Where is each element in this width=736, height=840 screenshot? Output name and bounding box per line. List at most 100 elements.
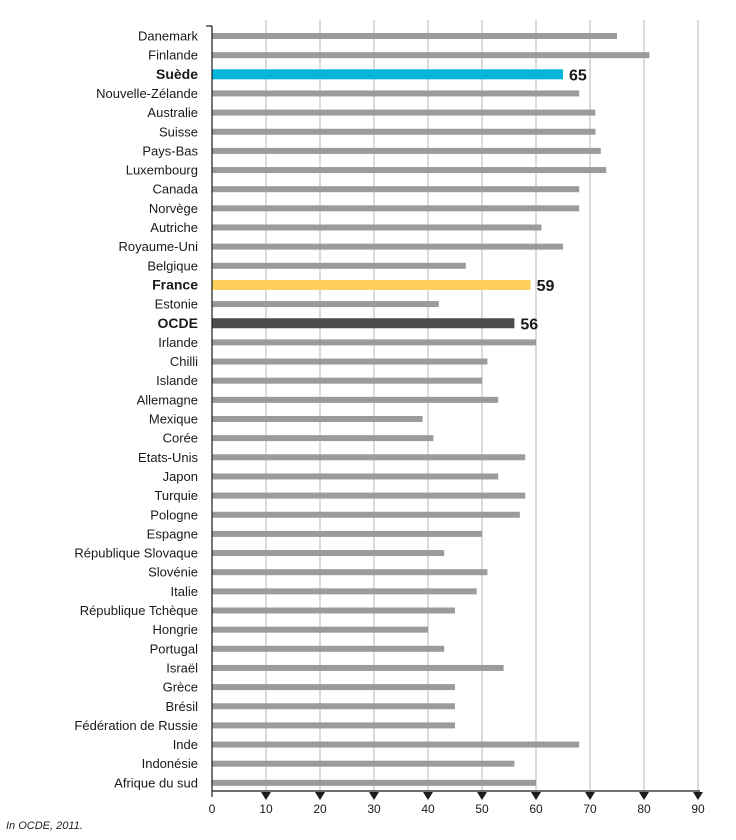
bar-estonie	[212, 301, 439, 308]
tick-label-50: 50	[475, 802, 489, 816]
tick-marker-40	[423, 792, 433, 800]
tick-label-40: 40	[421, 802, 435, 816]
category-label-france: France	[152, 276, 198, 292]
category-label-coree: Corée	[163, 431, 198, 446]
bar-mexique	[212, 416, 423, 422]
bar-japon	[212, 473, 499, 480]
bars	[212, 33, 650, 786]
bar-suisse	[212, 128, 596, 135]
bar-norvege	[212, 205, 580, 212]
category-label-mexique: Mexique	[149, 412, 198, 427]
bar-islande	[212, 377, 482, 384]
bar-luxembourg	[212, 167, 607, 174]
bar-canada	[212, 186, 580, 193]
bar-israel	[212, 664, 504, 671]
value-labels: 65 59 56	[520, 67, 586, 333]
category-label-danemark: Danemark	[138, 29, 198, 44]
bar-afrique-du-sud	[212, 779, 536, 786]
category-label-espagne: Espagne	[147, 526, 198, 541]
tick-marker-90	[693, 792, 703, 800]
value-label-suede: 65	[569, 67, 587, 84]
axes	[206, 25, 700, 797]
tick-label-90: 90	[691, 802, 705, 816]
tick-marker-50	[477, 792, 487, 800]
category-label-suisse: Suisse	[159, 124, 198, 139]
bar-royaume-uni	[212, 243, 563, 250]
category-label-indonesie: Indonésie	[142, 756, 198, 771]
category-label-ocde: OCDE	[158, 315, 198, 331]
category-label-allemagne: Allemagne	[137, 392, 198, 407]
category-label-canada: Canada	[152, 182, 198, 197]
tick-label-70: 70	[583, 802, 597, 816]
bar-inde	[212, 741, 580, 748]
category-label-autriche: Autriche	[150, 220, 198, 235]
category-labels: Danemark Finlande Suède Nouvelle-Zélande Aus…	[74, 29, 198, 791]
category-label-portugal: Portugal	[150, 641, 199, 656]
bar-suede	[212, 69, 563, 80]
tick-marker-10	[261, 792, 271, 800]
category-label-belgique: Belgique	[147, 258, 198, 273]
tick-label-80: 80	[637, 802, 651, 816]
category-label-royaume-uni: Royaume-Uni	[119, 239, 199, 254]
grid-lines	[265, 20, 699, 791]
bar-indonesie	[212, 760, 515, 767]
category-label-suede: Suède	[156, 66, 198, 82]
bar-grece	[212, 684, 455, 691]
category-label-grece: Grèce	[163, 680, 198, 695]
tick-marker-20	[315, 792, 325, 800]
bar-belgique	[212, 262, 466, 269]
bar-france	[212, 279, 531, 290]
category-label-pays-bas: Pays-Bas	[142, 143, 198, 158]
source-note: In OCDE, 2011.	[6, 820, 83, 832]
x-axis-ticks: 0 10 20 30 40 50 60 70 80 90	[209, 792, 705, 816]
bar-italie	[212, 588, 477, 595]
category-label-norvege: Norvège	[149, 201, 198, 216]
tick-label-10: 10	[259, 802, 273, 816]
tick-label-60: 60	[529, 802, 543, 816]
bar-pologne	[212, 511, 520, 518]
category-label-japon: Japon	[163, 469, 198, 484]
tick-marker-60	[531, 792, 541, 800]
category-label-turquie: Turquie	[154, 488, 198, 503]
category-label-irlande: Irlande	[158, 335, 198, 350]
tick-label-30: 30	[367, 802, 381, 816]
bar-chilli	[212, 358, 488, 365]
bar-republique-tcheque	[212, 607, 455, 614]
bar-turquie	[212, 492, 526, 499]
category-label-afrique-du-sud: Afrique du sud	[114, 775, 198, 790]
bar-hongrie	[212, 626, 428, 633]
category-label-etats-unis: Etats-Unis	[138, 450, 198, 465]
bar-australie	[212, 109, 596, 116]
tick-label-20: 20	[313, 802, 327, 816]
category-label-nouvelle-zelande: Nouvelle-Zélande	[96, 86, 198, 101]
tick-marker-80	[639, 792, 649, 800]
bar-slovenie	[212, 569, 488, 576]
category-label-israel: Israël	[166, 660, 198, 675]
category-label-estonie: Estonie	[155, 297, 198, 312]
bar-irlande	[212, 339, 536, 346]
bar-federation-de-russie	[212, 722, 455, 729]
bar-bresil	[212, 703, 455, 710]
tick-marker-30	[369, 792, 379, 800]
category-label-republique-slovaque: République Slovaque	[74, 546, 198, 561]
category-label-republique-tcheque: République Tchèque	[80, 603, 198, 618]
category-label-federation-de-russie: Fédération de Russie	[74, 718, 198, 733]
category-label-inde: Inde	[173, 737, 198, 752]
bar-coree	[212, 435, 434, 442]
value-label-ocde: 56	[520, 316, 538, 333]
bar-ocde	[212, 318, 515, 329]
bar-republique-slovaque	[212, 550, 445, 557]
bar-espagne	[212, 530, 482, 537]
category-label-australie: Australie	[147, 105, 198, 120]
bar-nouvelle-zelande	[212, 90, 580, 97]
category-label-bresil: Brésil	[165, 699, 198, 714]
bar-finlande	[212, 52, 650, 59]
bar-allemagne	[212, 396, 499, 403]
category-label-finlande: Finlande	[148, 48, 198, 63]
bar-pays-bas	[212, 147, 601, 154]
category-label-pologne: Pologne	[150, 507, 198, 522]
category-label-luxembourg: Luxembourg	[126, 163, 198, 178]
category-label-slovenie: Slovénie	[148, 565, 198, 580]
category-label-hongrie: Hongrie	[152, 622, 198, 637]
